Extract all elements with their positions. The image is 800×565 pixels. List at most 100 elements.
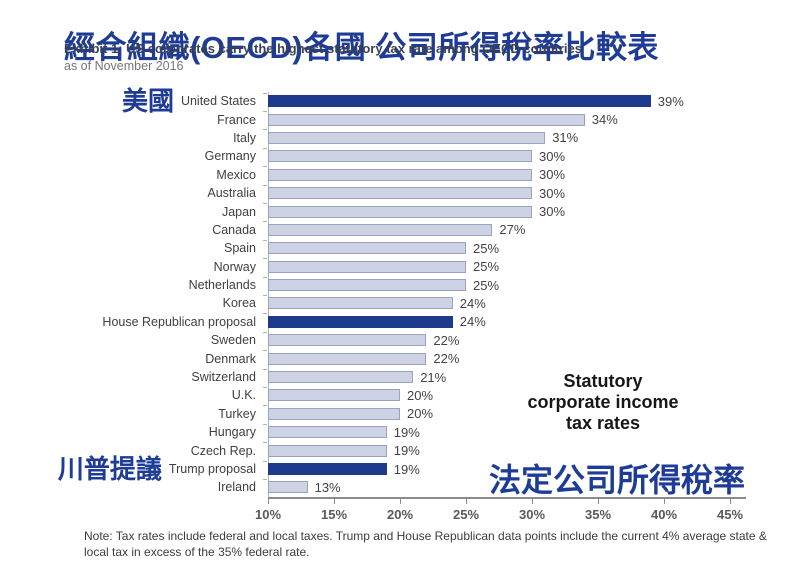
bar-track: 22% [263, 331, 746, 348]
category-label-cell: Italy [12, 131, 256, 145]
value-label: 19% [393, 461, 420, 477]
tax-rate-bar [268, 463, 387, 475]
category-label: United States [180, 94, 256, 109]
chart-annotation-line: Statutory [563, 371, 643, 391]
x-axis-tick [334, 498, 335, 504]
bar-track: 25% [263, 239, 746, 256]
category-label-cell: House Republican proposal [12, 315, 256, 329]
value-label: 21% [420, 369, 447, 385]
x-axis-tick-label: 15% [320, 506, 348, 522]
x-axis-tick [466, 498, 467, 504]
bar-track: 20% [263, 386, 746, 403]
tax-rate-bar [268, 426, 387, 439]
chinese-row-annotation: 美國 [121, 86, 174, 117]
x-axis-tick-label: 25% [452, 506, 480, 522]
category-label: Trump proposal [168, 462, 256, 477]
value-label: 19% [393, 443, 420, 459]
x-axis-tick [268, 498, 269, 504]
bar-row: U.K. 20% [12, 386, 746, 404]
value-label: 34% [591, 112, 618, 128]
bar-track: 30% [263, 166, 746, 182]
bar-row: Norway 25% [12, 258, 746, 276]
bar-row: Canada 27% [12, 221, 746, 239]
tax-rate-bar [268, 389, 400, 402]
bar-track: 25% [263, 276, 746, 293]
bar-row: Japan 30% [12, 202, 746, 220]
category-label: Sweden [210, 333, 256, 348]
bar-track: 13% [263, 478, 746, 495]
category-label: Canada [212, 222, 256, 237]
x-axis-tick [664, 498, 665, 504]
value-label: 24% [459, 295, 486, 311]
category-label-cell: Netherlands [12, 278, 256, 292]
tax-rate-bar [268, 481, 308, 494]
bar-track: 30% [263, 147, 746, 164]
category-label-cell: Japan [12, 205, 256, 219]
bar-row: Netherlands 25% [12, 276, 746, 294]
category-label: Czech Rep. [190, 443, 256, 458]
bar-track: 39% [263, 92, 746, 109]
value-label: 30% [539, 185, 566, 201]
footnote: Note: Tax rates include federal and loca… [84, 529, 767, 560]
category-label-cell: Sweden [12, 333, 256, 347]
tax-rate-bar [268, 205, 532, 218]
as-of-date: as of November 2016 [64, 59, 184, 73]
category-label-cell: France [12, 113, 256, 127]
category-label-cell: Norway [12, 260, 256, 274]
bar-row: Spain 25% [12, 239, 746, 257]
exhibit-subtitle: Exhibit 1: US corporates carry the highe… [64, 41, 582, 56]
value-label: 25% [473, 277, 500, 293]
value-label: 19% [393, 424, 420, 440]
bar-track: 24% [263, 294, 746, 311]
bar-chart: 美國 United States 39% France 34% Italy 31% Germa… [12, 88, 746, 529]
category-label-cell: Germany [12, 149, 256, 163]
x-axis-tick [400, 498, 401, 504]
tax-rate-bar [268, 334, 427, 347]
bar-row: Switzerland 21% [12, 368, 746, 386]
category-label-cell: Australia [12, 186, 256, 200]
category-label: Norway [213, 259, 256, 274]
category-label-cell: Czech Rep. [12, 444, 256, 458]
category-label-cell: Ireland [12, 480, 256, 494]
bar-row: Sweden 22% [12, 331, 746, 349]
category-label: Korea [222, 296, 256, 311]
x-axis-tick-label: 45% [716, 506, 744, 522]
value-label: 20% [407, 406, 434, 422]
bar-row: Czech Rep. 19% [12, 441, 746, 459]
bar-track: 34% [263, 111, 746, 128]
chart-rows: 美國 United States 39% France 34% Italy 31% Germa… [12, 88, 746, 497]
value-label: 30% [539, 204, 566, 220]
value-label: 22% [433, 332, 460, 348]
bar-row: Korea 24% [12, 294, 746, 312]
bar-track: 27% [263, 221, 746, 238]
category-label: Denmark [205, 351, 256, 366]
bar-track: 22% [263, 350, 746, 366]
value-label: 25% [473, 259, 500, 275]
bar-track: 30% [263, 184, 746, 201]
tax-rate-bar [268, 260, 466, 273]
category-label-cell: Denmark [12, 352, 256, 366]
chart-annotation-line: corporate income [527, 392, 679, 412]
category-label-cell: 美國 United States [12, 88, 256, 114]
bar-row: 川普提議 Trump proposal 19% [12, 456, 746, 482]
bar-row: Italy 31% [12, 129, 746, 147]
tax-rate-bar [268, 407, 400, 420]
category-label-cell: Switzerland [12, 370, 256, 384]
tax-rate-bar [268, 371, 414, 384]
tax-rate-bar [268, 187, 532, 200]
value-label: 27% [499, 222, 526, 238]
chinese-row-annotation: 川普提議 [57, 454, 162, 485]
bar-row: Hungary 19% [12, 423, 746, 441]
category-label-cell: Hungary [12, 425, 256, 439]
x-axis-tick [598, 498, 599, 504]
category-label: Hungary [208, 425, 256, 440]
bar-row: Ireland 13% [12, 478, 746, 496]
bar-track: 30% [263, 203, 746, 220]
bar-track: 19% [263, 442, 746, 459]
bar-row: Mexico 30% [12, 166, 746, 184]
value-label: 30% [539, 148, 566, 164]
category-label-cell: Spain [12, 241, 256, 255]
category-label-cell: 川普提議 Trump proposal [12, 456, 256, 482]
bar-track: 31% [263, 129, 746, 145]
category-label: Italy [233, 130, 256, 145]
